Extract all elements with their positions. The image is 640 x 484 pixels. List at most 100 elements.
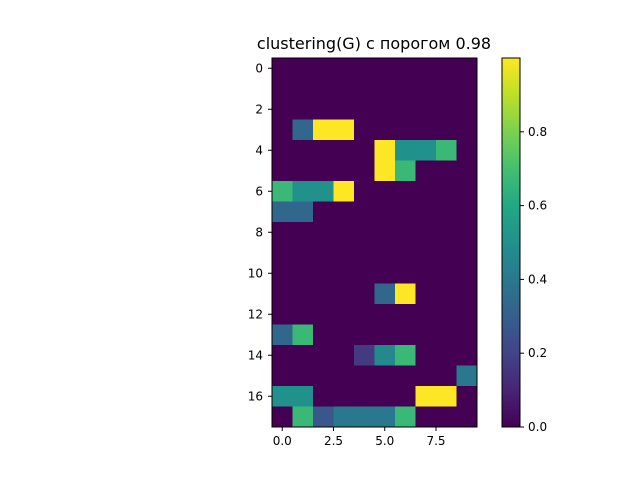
- heatmap-cell: [395, 119, 416, 141]
- heatmap-cell: [333, 78, 355, 100]
- heatmap-cell: [333, 263, 355, 284]
- heatmap-cell: [354, 406, 375, 428]
- y-tick-label: 12: [248, 307, 263, 321]
- heatmap-cell: [395, 160, 416, 182]
- colorbar-tick-label: 0.8: [528, 125, 547, 139]
- heatmap-cell: [374, 365, 396, 387]
- heatmap-cell: [415, 263, 437, 284]
- heatmap-cell: [374, 263, 396, 284]
- heatmap-cell: [415, 78, 437, 100]
- heatmap-cell: [354, 242, 375, 264]
- y-tick-label: 8: [255, 225, 263, 239]
- colorbar-tick-label: 0.2: [528, 346, 547, 360]
- heatmap-cell: [374, 119, 396, 141]
- y-tick-label: 16: [248, 389, 263, 403]
- heatmap-cell: [374, 140, 396, 161]
- heatmap-cell: [456, 345, 478, 366]
- heatmap-cell: [292, 283, 314, 305]
- x-tick-label: 0.0: [273, 434, 292, 448]
- heatmap-cell: [395, 99, 416, 120]
- heatmap-cell: [354, 181, 375, 202]
- heatmap-cell: [292, 263, 314, 284]
- heatmap-cell: [354, 58, 375, 79]
- heatmap-cell: [313, 406, 334, 428]
- heatmap-cell: [333, 181, 355, 202]
- heatmap-cell: [395, 201, 416, 223]
- heatmap-cell: [456, 160, 478, 182]
- heatmap-cell: [313, 160, 334, 182]
- heatmap-cell: [333, 99, 355, 120]
- heatmap-cell: [395, 406, 416, 428]
- heatmap-cell: [313, 242, 334, 264]
- heatmap-cell: [436, 119, 457, 141]
- heatmap-cell: [333, 119, 355, 141]
- heatmap-cell: [374, 99, 396, 120]
- heatmap-cell: [313, 386, 334, 407]
- heatmap-cell: [456, 181, 478, 202]
- heatmap-cell: [415, 58, 437, 79]
- heatmap-cell: [436, 99, 457, 120]
- heatmap-cell: [292, 140, 314, 161]
- heatmap-cell: [395, 324, 416, 346]
- heatmap-cell: [313, 119, 334, 141]
- heatmap-cell: [333, 283, 355, 305]
- heatmap-cell: [395, 222, 416, 243]
- heatmap-cell: [292, 386, 314, 407]
- colorbar: [501, 57, 521, 428]
- heatmap-cell: [415, 386, 437, 407]
- heatmap-cell: [415, 304, 437, 325]
- heatmap-cell: [354, 324, 375, 346]
- heatmap-cell: [415, 201, 437, 223]
- heatmap-cell: [374, 181, 396, 202]
- heatmap-cell: [395, 345, 416, 366]
- heatmap-cell: [395, 181, 416, 202]
- heatmap-cell: [456, 242, 478, 264]
- y-tick-label: 0: [255, 61, 263, 75]
- heatmap-cell: [292, 222, 314, 243]
- heatmap-cell: [292, 58, 314, 79]
- heatmap-cell: [415, 160, 437, 182]
- heatmap-cell: [354, 304, 375, 325]
- heatmap-cell: [272, 324, 293, 346]
- heatmap-cell: [354, 119, 375, 141]
- heatmap-cell: [333, 242, 355, 264]
- heatmap-cell: [374, 283, 396, 305]
- heatmap-cell: [292, 324, 314, 346]
- heatmap-cell: [415, 365, 437, 387]
- y-tick-label: 14: [248, 348, 263, 362]
- heatmap-cell: [374, 406, 396, 428]
- heatmap-cell: [354, 386, 375, 407]
- heatmap-cell: [333, 222, 355, 243]
- heatmap-cell: [456, 119, 478, 141]
- heatmap-cell: [456, 201, 478, 223]
- heatmap-cell: [313, 99, 334, 120]
- heatmap-cell: [415, 119, 437, 141]
- heatmap-cell: [292, 365, 314, 387]
- heatmap-cell: [395, 78, 416, 100]
- heatmap-cell: [292, 345, 314, 366]
- heatmap-cell: [333, 365, 355, 387]
- heatmap-cell: [272, 304, 293, 325]
- heatmap-cell: [374, 324, 396, 346]
- heatmap-cell: [374, 58, 396, 79]
- heatmap-cell: [292, 99, 314, 120]
- heatmap-cell: [272, 263, 293, 284]
- heatmap-cell: [395, 58, 416, 79]
- heatmap-cell: [456, 78, 478, 100]
- heatmap-cell: [354, 365, 375, 387]
- y-tick-label: 6: [255, 184, 263, 198]
- heatmap-cell: [333, 386, 355, 407]
- heatmap-cell: [415, 406, 437, 428]
- heatmap-cell: [415, 283, 437, 305]
- heatmap-cell: [456, 386, 478, 407]
- heatmap-cell: [313, 345, 334, 366]
- heatmap-cell: [292, 181, 314, 202]
- heatmap-cell: [415, 222, 437, 243]
- heatmap-cell: [313, 140, 334, 161]
- chart-title: clustering(G) с порогом 0.98: [257, 34, 491, 53]
- heatmap-cell: [313, 201, 334, 223]
- heatmap-cell: [333, 201, 355, 223]
- heatmap-cell: [395, 140, 416, 161]
- heatmap-cell: [313, 78, 334, 100]
- heatmap-cell: [415, 345, 437, 366]
